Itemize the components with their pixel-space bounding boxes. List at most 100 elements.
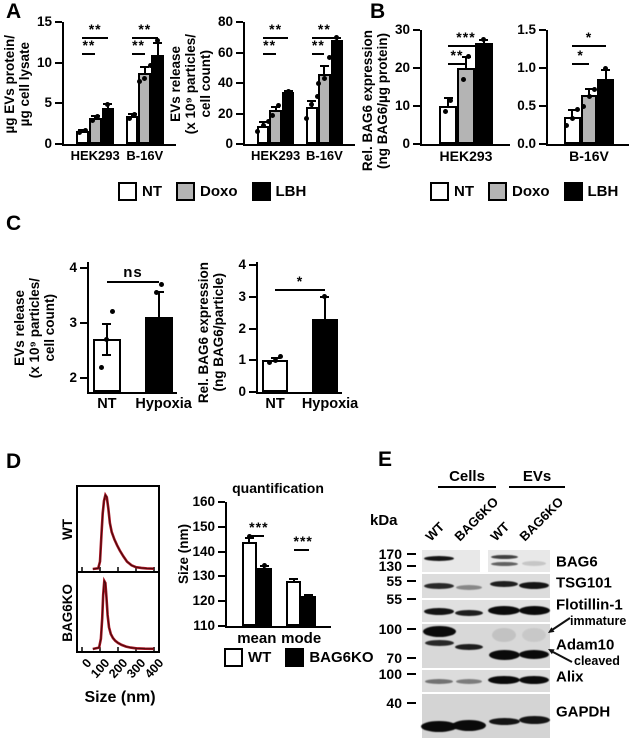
y-tick-mark <box>235 51 243 54</box>
data-point <box>153 289 159 295</box>
y-tick-label: 60 <box>217 44 233 60</box>
blot-band-annotation: immature <box>570 614 627 628</box>
y-tick-mark <box>54 21 62 23</box>
y-tick-label: 120 <box>192 593 215 609</box>
blot-band <box>488 717 520 725</box>
legend-label: WT <box>248 649 272 666</box>
bar <box>125 116 139 144</box>
legend-label: LBH <box>275 183 307 200</box>
immature-arrow-line <box>551 617 571 631</box>
data-point <box>442 109 448 115</box>
y-tick-mark <box>412 67 420 69</box>
ladder-tick-mark <box>407 553 416 555</box>
ladder-tick-mark <box>407 702 416 704</box>
category-label: Hypoxia <box>135 396 192 412</box>
y-tick-label: 3 <box>238 288 246 304</box>
ladder-tick-mark <box>407 628 416 630</box>
data-point <box>104 336 110 342</box>
significance-label: ns <box>123 264 143 281</box>
chart-bag6-per-particle: Rel. BAG6 expression (ng BAG6/particle) 0 1… <box>196 257 358 412</box>
y-tick-mark <box>235 82 243 84</box>
data-point <box>575 107 581 113</box>
data-point <box>109 309 115 315</box>
data-point <box>334 34 340 40</box>
error-bar <box>143 66 146 74</box>
y-tick-mark <box>235 21 243 23</box>
legend-item: NT <box>430 182 474 201</box>
legend-treatments-b: NT Doxo LBH <box>430 182 618 201</box>
error-bar <box>131 113 134 117</box>
blot-band <box>456 584 482 590</box>
data-point <box>592 86 597 92</box>
y-tick-label: 1.0 <box>517 60 536 75</box>
y-tick-mark <box>217 600 225 603</box>
significance-line <box>448 63 466 65</box>
data-point <box>82 127 88 133</box>
error-bar-cap <box>258 120 268 123</box>
blot-band <box>519 581 549 589</box>
bar <box>88 117 102 144</box>
blot-band <box>421 721 457 733</box>
error-bar <box>323 66 326 74</box>
error-bar-cap <box>289 578 299 581</box>
blot-band <box>519 676 549 685</box>
data-point <box>155 38 161 44</box>
histogram-row: WT <box>58 485 208 573</box>
blot-band <box>518 606 550 616</box>
plot-wrap: 0 20 40 60 80 HEK293 B-16V ** ** ** ** <box>213 14 355 163</box>
data-point <box>309 101 315 107</box>
category-label: NT <box>265 396 285 412</box>
blot-protein-label: Flotillin-1 <box>556 596 623 614</box>
category-label: HEK293 <box>70 148 120 163</box>
size-distribution-histograms: WT BAG6KO 0 100 200 300 400 Size (nm) <box>58 485 208 706</box>
data-point <box>159 281 165 287</box>
y-tick-mark <box>248 359 256 362</box>
significance-label: * <box>296 273 304 289</box>
bar <box>311 319 339 392</box>
error-bar <box>323 296 326 320</box>
bar <box>330 40 344 144</box>
y-tick-mark <box>248 295 256 298</box>
blot-band <box>456 678 482 684</box>
blot-band <box>425 678 453 684</box>
y-tick-label: 110 <box>193 618 215 633</box>
legend-label: NT <box>454 183 474 200</box>
blot-group-header: Cells <box>438 468 496 488</box>
data-point <box>481 37 487 42</box>
y-tick-label: 2 <box>238 320 246 336</box>
significance-label: ** <box>311 37 325 53</box>
blot-band <box>488 676 520 685</box>
blot-strip-divider <box>480 550 488 572</box>
y-tick-mark <box>235 143 243 145</box>
significance-line <box>293 549 309 551</box>
error-bar <box>274 106 277 111</box>
ladder-marker-label: 100 <box>378 666 402 682</box>
category-label: mode <box>281 630 322 647</box>
legend-swatch <box>430 182 449 201</box>
blot-lane-label: WT <box>422 519 448 544</box>
y-tick-label: 1.5 <box>517 22 536 37</box>
blot-band <box>519 650 549 660</box>
category-label: B-16V <box>569 148 609 164</box>
y-tick-label: 15 <box>36 14 52 29</box>
y-tick-mark <box>54 61 62 64</box>
blot-protein-label: TSG101 <box>556 574 612 592</box>
chart-evs-release-hypoxia: EVs release (x 10⁹ particles/cell count) 2… <box>12 260 192 412</box>
data-point <box>126 116 132 122</box>
ladder-tick-mark <box>407 580 416 582</box>
significance-label: ** <box>317 21 331 37</box>
y-tick-label: 20 <box>217 105 233 121</box>
bar <box>101 108 115 144</box>
chart-evs-release-drugs: EVs release (x 10⁹ particles/cell count) 0… <box>168 14 355 163</box>
legend-swatch <box>251 182 271 201</box>
error-bar-cap <box>140 65 150 68</box>
blot-protein-label: BAG6 <box>556 553 598 571</box>
category-label: Hypoxia <box>301 396 359 412</box>
y-tick-mark <box>217 525 225 528</box>
significance-line <box>448 45 484 47</box>
immature-arrow-head <box>548 627 555 633</box>
bar <box>474 43 493 144</box>
significance-line <box>106 281 160 283</box>
y-tick-mark <box>412 29 420 31</box>
